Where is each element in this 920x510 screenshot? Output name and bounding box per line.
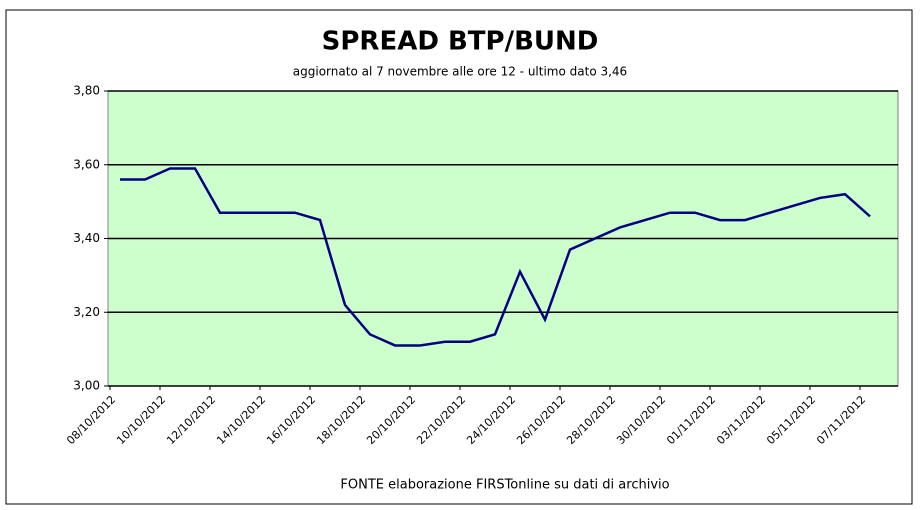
y-tick-label: 3,80 <box>73 84 100 98</box>
y-tick-label: 3,00 <box>73 379 100 393</box>
chart-subtitle: aggiornato al 7 novembre alle ore 12 - u… <box>293 65 627 79</box>
y-tick-label: 3,20 <box>73 305 100 319</box>
data-line <box>120 167 871 347</box>
y-tick-label: 3,60 <box>73 157 100 171</box>
chart-title: SPREAD BTP/BUND <box>322 27 599 57</box>
chart-source: FONTE elaborazione FIRSTonline su dati d… <box>340 478 669 493</box>
y-tick-label: 3,40 <box>73 231 100 245</box>
